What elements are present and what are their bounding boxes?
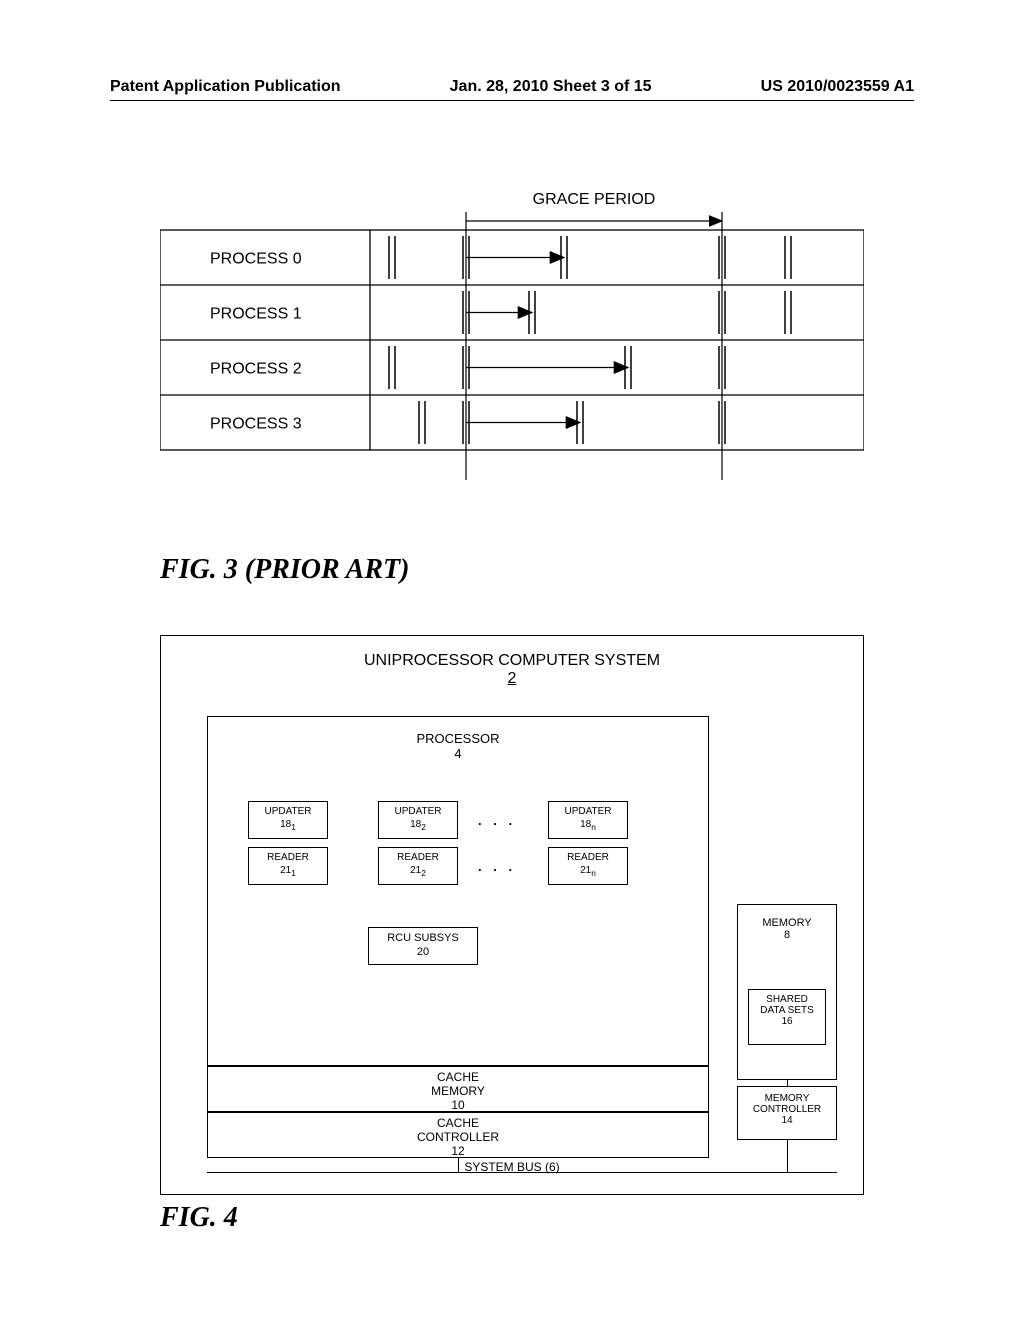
cache-ctl-num: 12 — [451, 1144, 464, 1158]
processor-box: PROCESSOR 4 UPDATER 181 UPDATER 182 . . … — [207, 716, 709, 1066]
memory-label: MEMORY — [762, 917, 811, 929]
figure-4: UNIPROCESSOR COMPUTER SYSTEM 2 PROCESSOR… — [160, 635, 864, 1195]
memctl-l2: CONTROLLER — [753, 1104, 821, 1115]
reader-2-sub: 21 — [410, 865, 421, 876]
reader-2: READER 212 — [378, 847, 458, 885]
updater-1: UPDATER 181 — [248, 801, 328, 839]
updater-2-sub: 18 — [410, 819, 421, 830]
memory-box: MEMORY 8 SHARED DATA SETS 16 — [737, 904, 837, 1080]
fig4-title-text: UNIPROCESSOR COMPUTER SYSTEM — [364, 652, 660, 669]
reader-1: READER 211 — [248, 847, 328, 885]
reader-n-label: READER — [567, 852, 609, 863]
reader-1-subn: 1 — [291, 868, 296, 878]
updater-n: UPDATER 18n — [548, 801, 628, 839]
memctl-l1: MEMORY — [765, 1093, 810, 1104]
processor-label: PROCESSOR — [416, 731, 499, 746]
reader-n-sub: 21 — [580, 865, 591, 876]
reader-dots: . . . — [478, 859, 516, 874]
header-left: Patent Application Publication — [110, 78, 341, 96]
updater-n-label: UPDATER — [564, 806, 611, 817]
reader-n-subn: n — [591, 868, 596, 878]
shared-l2: DATA SETS — [760, 1005, 814, 1016]
svg-text:PROCESS 3: PROCESS 3 — [210, 416, 302, 433]
figure-3: GRACE PERIOD PROCESS 0 PROCESS 1 PROCESS 2… — [160, 190, 864, 536]
header-rule — [110, 100, 914, 101]
reader-2-label: READER — [397, 852, 439, 863]
updater-1-sub: 18 — [280, 819, 291, 830]
svg-text:PROCESS 2: PROCESS 2 — [210, 361, 302, 378]
processor-num: 4 — [454, 746, 461, 761]
updater-n-sub: 18 — [580, 819, 591, 830]
updater-n-subn: n — [591, 822, 596, 832]
memctl-num: 14 — [781, 1115, 792, 1126]
memory-controller: MEMORY CONTROLLER 14 — [737, 1086, 837, 1140]
rcu-subsys: RCU SUBSYS 20 — [368, 927, 478, 965]
cache-ctl-l1: CACHE — [437, 1116, 479, 1130]
rcu-label: RCU SUBSYS — [387, 932, 459, 944]
cache-memory: CACHE MEMORY 10 — [207, 1066, 709, 1112]
figure-3-svg: GRACE PERIOD PROCESS 0 PROCESS 1 PROCESS 2… — [160, 190, 864, 536]
reader-1-label: READER — [267, 852, 309, 863]
updater-1-subn: 1 — [291, 822, 296, 832]
memory-num: 8 — [784, 929, 790, 941]
svg-text:PROCESS 0: PROCESS 0 — [210, 251, 302, 268]
fig4-title-num: 2 — [508, 670, 517, 687]
updater-dots: . . . — [478, 813, 516, 828]
svg-text:PROCESS 1: PROCESS 1 — [210, 306, 302, 323]
shared-l1: SHARED — [766, 994, 808, 1005]
memory-title: MEMORY 8 — [738, 905, 836, 941]
reader-n: READER 21n — [548, 847, 628, 885]
shared-data-sets: SHARED DATA SETS 16 — [748, 989, 826, 1045]
fig4-title: UNIPROCESSOR COMPUTER SYSTEM 2 — [161, 652, 863, 688]
updater-2-label: UPDATER — [394, 806, 441, 817]
svg-text:GRACE PERIOD: GRACE PERIOD — [533, 191, 656, 208]
cache-ctl-l2: CONTROLLER — [417, 1130, 499, 1144]
cache-mem-l2: MEMORY — [431, 1084, 485, 1098]
bus-conn-mem — [787, 1080, 788, 1086]
updater-2-subn: 2 — [421, 822, 426, 832]
header-right: US 2010/0023559 A1 — [761, 78, 914, 96]
reader-2-subn: 2 — [421, 868, 426, 878]
shared-num: 16 — [781, 1016, 792, 1027]
figure-4-caption: FIG. 4 — [160, 1202, 238, 1234]
reader-1-sub: 21 — [280, 865, 291, 876]
figure-3-caption: FIG. 3 (PRIOR ART) — [160, 554, 409, 586]
cache-mem-num: 10 — [451, 1098, 464, 1112]
cache-controller: CACHE CONTROLLER 12 — [207, 1112, 709, 1158]
system-bus — [207, 1172, 837, 1173]
header-center: Jan. 28, 2010 Sheet 3 of 15 — [450, 78, 652, 96]
cache-mem-l1: CACHE — [437, 1070, 479, 1084]
updater-1-label: UPDATER — [264, 806, 311, 817]
rcu-num: 20 — [417, 946, 429, 958]
processor-title: PROCESSOR 4 — [208, 731, 708, 761]
page-header: Patent Application Publication Jan. 28, … — [0, 78, 1024, 96]
updater-2: UPDATER 182 — [378, 801, 458, 839]
